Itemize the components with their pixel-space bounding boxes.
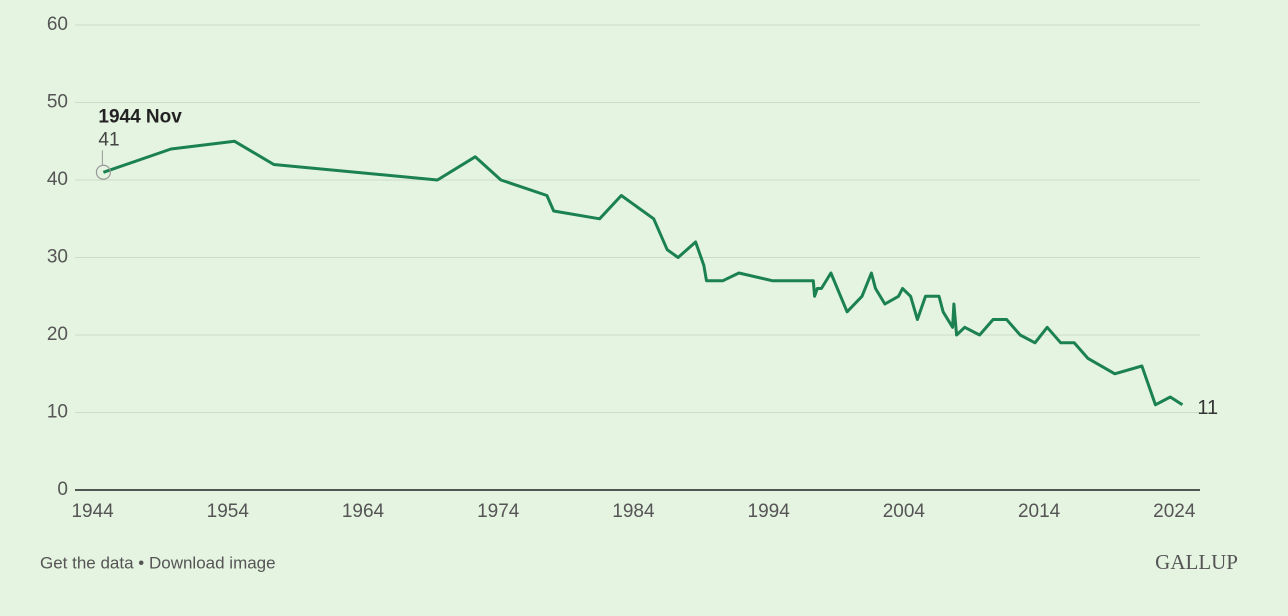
x-tick-label: 2014	[1018, 501, 1061, 522]
x-tick-label: 1954	[207, 501, 250, 522]
x-tick-label: 1984	[612, 501, 655, 522]
footer-links[interactable]: Get the data • Download image	[40, 553, 276, 572]
y-tick-label: 60	[47, 14, 68, 35]
x-tick-label: 1974	[477, 501, 520, 522]
y-tick-label: 40	[47, 169, 68, 190]
x-tick-label: 2024	[1153, 501, 1196, 522]
y-tick-label: 30	[47, 247, 68, 268]
x-tick-label: 1994	[748, 501, 791, 522]
x-tick-label: 1964	[342, 501, 385, 522]
y-tick-label: 50	[47, 92, 68, 113]
x-tick-label: 2004	[883, 501, 926, 522]
y-tick-label: 20	[47, 324, 68, 345]
data-label: 11	[1197, 397, 1218, 419]
point-marker	[95, 164, 111, 180]
data-label: 41	[98, 129, 119, 150]
x-tick-label: 1944	[71, 501, 114, 522]
annotation-title: 1944 Nov	[98, 106, 182, 127]
y-tick-label: 0	[57, 479, 68, 500]
line	[102, 139, 1184, 407]
brand: GALLUP	[1155, 550, 1238, 574]
y-tick-label: 10	[47, 402, 68, 423]
